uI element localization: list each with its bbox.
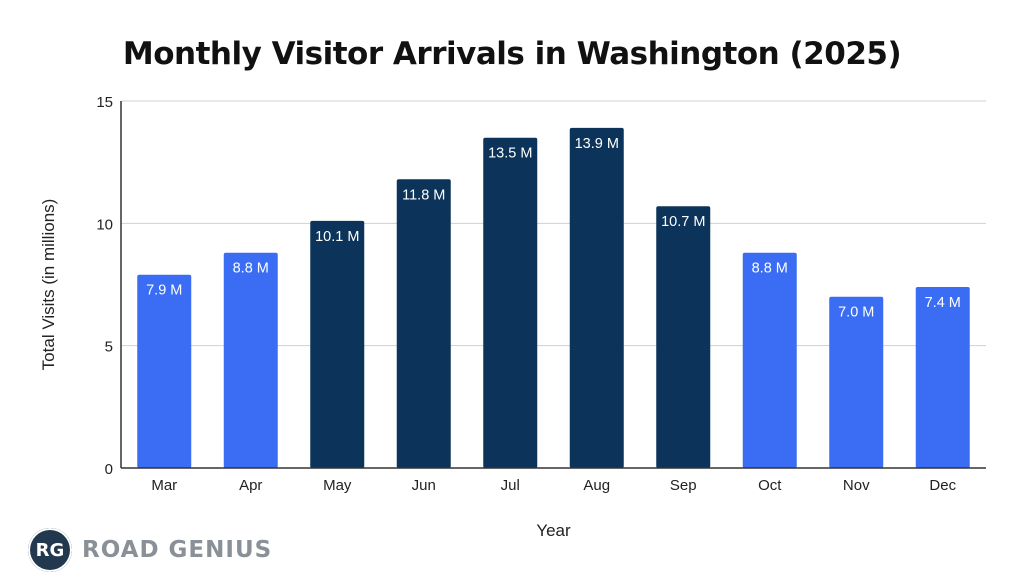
data-label: 8.8 M bbox=[233, 261, 269, 277]
x-tick-label: Jul bbox=[501, 477, 520, 494]
x-tick-label: Apr bbox=[239, 477, 262, 494]
data-label: 11.8 M bbox=[402, 187, 445, 203]
y-tick-label: 0 bbox=[105, 461, 113, 478]
x-axis-label: Year bbox=[536, 521, 571, 540]
data-label: 7.9 M bbox=[146, 283, 182, 299]
bar-apr bbox=[223, 252, 278, 468]
bar-jul bbox=[483, 137, 538, 468]
data-label: 8.8 M bbox=[752, 261, 788, 277]
logo-text: ROAD GENIUS bbox=[82, 537, 273, 563]
logo-badge: RG bbox=[28, 528, 72, 572]
bar-nov bbox=[829, 296, 884, 468]
y-tick-label: 5 bbox=[105, 339, 113, 356]
x-tick-label: Aug bbox=[583, 477, 610, 494]
x-tick-label: Nov bbox=[843, 477, 870, 494]
data-label: 7.0 M bbox=[838, 305, 874, 321]
bar-oct bbox=[742, 252, 797, 468]
x-tick-label: Jun bbox=[412, 477, 436, 494]
data-label: 10.1 M bbox=[315, 229, 359, 245]
bar-sep bbox=[656, 206, 711, 468]
bar-dec bbox=[915, 286, 970, 468]
bar-aug bbox=[569, 127, 624, 468]
y-tick-label: 15 bbox=[96, 94, 113, 111]
data-label: 10.7 M bbox=[661, 214, 705, 230]
data-label: 13.5 M bbox=[488, 146, 532, 162]
x-tick-label: Dec bbox=[929, 477, 956, 494]
x-tick-label: May bbox=[323, 477, 352, 494]
road-genius-logo: RG ROAD GENIUS bbox=[28, 528, 272, 572]
y-axis-label: Total Visits (in millions) bbox=[39, 199, 58, 371]
bar-jun bbox=[396, 179, 451, 468]
data-label: 13.9 M bbox=[575, 136, 619, 152]
bar-may bbox=[310, 220, 365, 468]
chart-title: Monthly Visitor Arrivals in Washington (… bbox=[122, 36, 902, 72]
bar-mar bbox=[137, 274, 192, 468]
x-tick-label: Sep bbox=[670, 477, 697, 494]
x-tick-label: Oct bbox=[758, 477, 782, 494]
x-tick-label: Mar bbox=[151, 477, 177, 494]
data-label: 7.4 M bbox=[925, 295, 961, 311]
y-tick-label: 10 bbox=[96, 216, 113, 233]
